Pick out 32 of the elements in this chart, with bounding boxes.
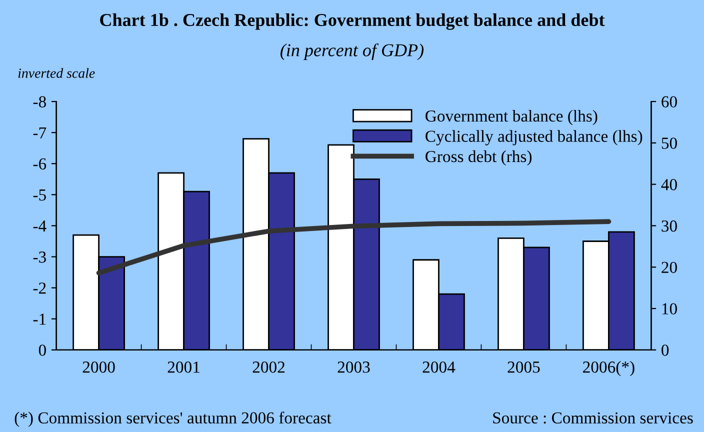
y-tick-label: -2	[33, 282, 46, 294]
x-tick-label: 2003	[338, 362, 370, 373]
y-tick-label: 0	[38, 344, 46, 356]
y-tick-label: -6	[33, 158, 46, 170]
y-tick-label: -7	[33, 127, 46, 138]
legend-label: Government balance (lhs)	[426, 110, 598, 126]
x-tick-label: 2005	[508, 362, 540, 373]
x-tick-label: 2006(*)	[583, 361, 634, 376]
y2-tick-label: 20	[662, 262, 677, 274]
y2-tick-label: 10	[662, 303, 677, 314]
legend-label: Gross debt (rhs)	[426, 150, 532, 166]
y-tick-label: -3	[33, 252, 46, 263]
x-tick-label: 2000	[82, 362, 115, 373]
y2-tick-label: 0	[662, 344, 669, 356]
chart-title: Chart 1b . Czech Republic: Government budget balance and debt	[100, 13, 605, 30]
y-axis-title: inverted scale	[18, 68, 95, 78]
x-tick-label: 2001	[168, 362, 200, 373]
y2-tick-label: 60	[662, 96, 677, 108]
x-tick-label: 2002	[252, 362, 285, 373]
text: (*) Commission services' autumn 2006 forecast	[14, 412, 332, 427]
y2-tick-label: 50	[662, 138, 677, 149]
y-tick-label: -1	[33, 314, 46, 325]
y-tick-label: -5	[33, 190, 46, 201]
y-tick-label: -4	[33, 220, 46, 232]
y2-tick-label: 40	[661, 179, 677, 190]
source-note: Source : Commission services	[493, 412, 693, 424]
chart-subtitle: (in percent of GDP)	[280, 43, 424, 60]
y2-tick-label: 30	[662, 220, 677, 232]
line-series	[96, 219, 612, 276]
legend-label: Cyclically adjusted balance (lhs)	[426, 130, 642, 146]
y-tick-label: -8	[33, 96, 46, 108]
x-tick-label: 2004	[422, 362, 456, 373]
